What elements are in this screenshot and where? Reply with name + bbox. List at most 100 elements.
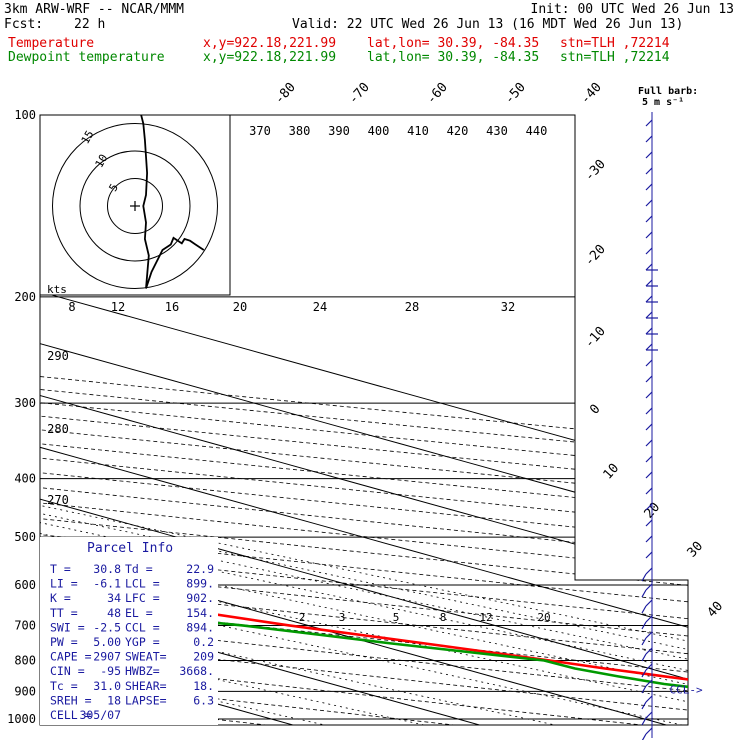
parcel-info-cell: CCL = (125, 620, 160, 634)
parcel-info-cell: -95 (100, 664, 121, 678)
hodograph-ring (52, 123, 218, 289)
wind-barb (641, 701, 647, 710)
parcel-info-cell: 5.00 (93, 635, 121, 649)
parcel-info-cell: HWBZ= (125, 664, 160, 678)
isotherm-label: 0 (587, 402, 603, 418)
parcel-info-cell: SWI = (50, 620, 85, 634)
mixing-ratio-label: 16 (165, 300, 179, 314)
wind-barb (641, 573, 647, 582)
parcel-info-cell: 3668. (179, 664, 214, 678)
wind-barb (641, 717, 647, 726)
hodograph-ring (107, 178, 163, 234)
wind-barb (645, 423, 653, 431)
parcel-info-cell: LAPSE= (125, 693, 167, 707)
wind-barb (645, 311, 653, 319)
pressure-tick-label: 1000 (7, 712, 36, 726)
parcel-info-panel: Parcel Info T = 30.8 Td = 22.9 LI = -6.1 LCL =… (40, 537, 218, 725)
wind-barb (645, 119, 653, 127)
parcel-info-cell: 48 (107, 606, 121, 620)
wind-barb (645, 279, 653, 287)
temperature-latlon: lat,lon= 30.39, -84.35 (367, 36, 540, 51)
parcel-info-cell: 22.9 (186, 562, 214, 576)
mixing-ratio-line (40, 296, 587, 725)
wind-barb (645, 727, 653, 735)
wind-barb (641, 733, 647, 740)
mixing-ratio-label: 24 (313, 300, 327, 314)
wind-barb (645, 711, 653, 719)
isotherm-line (40, 115, 688, 725)
theta-label: 440 (526, 124, 548, 138)
wind-barb (645, 503, 653, 511)
isotherm-label: -30 (582, 157, 609, 184)
wind-barb (645, 183, 653, 191)
isotherm-label: -10 (582, 324, 609, 351)
isotherm-line (40, 115, 505, 725)
mixing-ratio-label: 5 (393, 611, 400, 624)
parcel-info-cell: PW = (50, 635, 78, 649)
parcel-info-cell: T = (50, 562, 71, 576)
dewpoint-station: stn=TLH ,72214 (560, 50, 670, 65)
wind-barb (645, 295, 653, 303)
wind-barb (645, 135, 653, 143)
mixing-ratio-label: 12 (111, 300, 125, 314)
mixing-ratio-label: 2 (299, 611, 306, 624)
hodograph-ring-label: 10 (93, 152, 111, 170)
parcel-info-cell: CAPE = (50, 650, 92, 664)
parcel-info-cell: LI = (50, 577, 78, 591)
parcel-info-cell: EL = (125, 606, 153, 620)
mixing-ratio-label: 12 (479, 611, 492, 624)
pressure-tick-label: 200 (14, 290, 36, 304)
wind-barb (645, 551, 653, 559)
wind-barb (641, 621, 647, 630)
wind-barb (645, 615, 653, 623)
dry-adiabat-label: 270 (47, 493, 69, 507)
wind-barb (641, 685, 647, 694)
parcel-info-cell: CIN = (50, 664, 85, 678)
wind-barb (641, 589, 647, 598)
pressure-tick-label: 400 (14, 472, 36, 486)
wind-barb (645, 455, 653, 463)
wind-barb (645, 263, 653, 271)
legend-dewpoint: Dewpoint temperature (8, 50, 165, 65)
parcel-info-cell: SWEAT= (125, 650, 167, 664)
wind-barb (645, 247, 653, 255)
hodograph-ring (79, 150, 191, 262)
parcel-info-cell: SHEAR= (125, 679, 167, 693)
parcel-info-cell: -2.5 (93, 620, 121, 634)
parcel-info-cell: Tc = (50, 679, 78, 693)
parcel-info-title: Parcel Info (87, 541, 173, 556)
dry-adiabat-line (40, 115, 688, 725)
mixing-ratio-label: 20 (537, 611, 550, 624)
isotherm-label: -50 (502, 80, 529, 107)
mixing-ratio-label: 3 (339, 611, 346, 624)
parcel-info-cell: 305/07 (79, 708, 121, 722)
wind-barb (641, 669, 647, 678)
parcel-info-cell: 0.2 (193, 635, 214, 649)
wind-barb (645, 231, 653, 239)
parcel-info-cell: TT = (50, 606, 78, 620)
pressure-tick-label: 700 (14, 618, 36, 632)
theta-label: 430 (486, 124, 508, 138)
parcel-info-cell: 31.0 (93, 679, 121, 693)
wind-barb (645, 583, 653, 591)
valid-time: Valid: 22 UTC Wed 26 Jun 13 (16 MDT Wed … (292, 17, 684, 32)
parcel-info-cell: Td = (125, 562, 153, 576)
parcel-info-cell: 894. (186, 620, 214, 634)
pressure-tick-label: 500 (14, 530, 36, 544)
parcel-info-cell: 6.3 (193, 693, 214, 707)
theta-label: 400 (368, 124, 390, 138)
mixing-ratio-label: 20 (233, 300, 247, 314)
wind-barb (645, 695, 653, 703)
wind-barb (645, 151, 653, 159)
mixing-ratio-line (40, 296, 688, 725)
pressure-tick-label: 900 (14, 684, 36, 698)
forecast-hour: 22 h (74, 17, 106, 32)
parcel-info-cell: K = (50, 591, 71, 605)
hodograph-unit: kts (47, 283, 67, 296)
isotherm-label: -70 (346, 80, 373, 107)
parcel-info-cell: -6.1 (93, 577, 121, 591)
wind-barb (645, 535, 653, 543)
mixing-ratio-label: 32 (501, 300, 515, 314)
hodograph-trace (140, 115, 205, 289)
